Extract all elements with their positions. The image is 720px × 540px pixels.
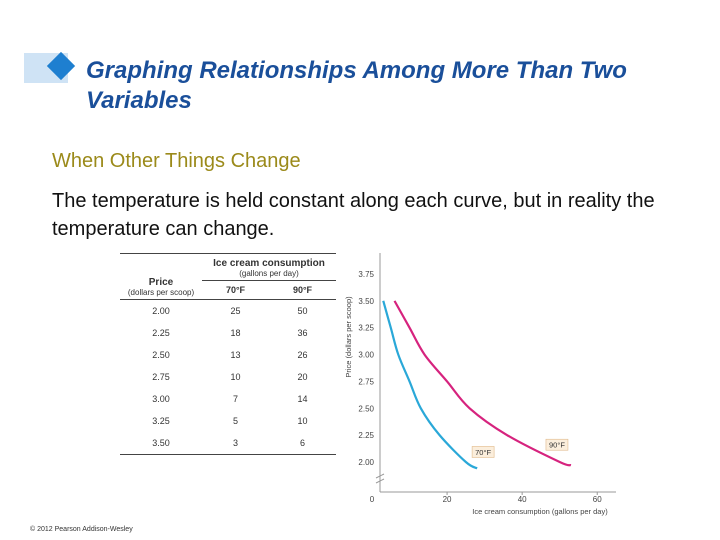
y-tick-label: 3.50: [358, 297, 374, 306]
c70-cell: 3: [202, 432, 269, 455]
c90-cell: 36: [297, 328, 308, 338]
y-tick-label: 3.00: [358, 351, 374, 360]
price-cell: 3.00: [152, 394, 170, 404]
series-line-70f: [382, 300, 478, 470]
price-cell: 2.00: [152, 306, 170, 316]
table-row: 2.00 25 50: [120, 300, 336, 323]
y-tick-label: 3.75: [358, 270, 374, 279]
x-tick-label: 0: [370, 495, 375, 504]
c70-cell: 25: [230, 306, 241, 316]
ice-cream-demand-chart: Price (dollars per scoop) Ice cream cons…: [344, 253, 616, 516]
c70-cell: 13: [230, 350, 241, 360]
price-cell: 3.25: [152, 416, 170, 426]
x-tick-label: 40: [518, 495, 527, 504]
slide-subtitle: When Other Things Change: [52, 150, 301, 172]
x-axis-label: Ice cream consumption (gallons per day): [472, 507, 608, 516]
y-tick-label: 2.00: [358, 458, 374, 467]
price-cell: 2.25: [152, 328, 170, 338]
x-tick-label: 60: [593, 495, 602, 504]
price-cell: 2.50: [152, 350, 170, 360]
series-line-90f: [393, 300, 572, 467]
data-table: Price (dollars per scoop) Ice cream cons…: [120, 253, 336, 455]
price-unit: (dollars per scoop): [127, 288, 195, 297]
y-tick-label: 2.50: [358, 404, 374, 413]
consumption-header: Ice cream consumption: [213, 258, 325, 269]
col-90-header: 90°F: [292, 285, 313, 295]
c70-cell: 7: [232, 394, 238, 404]
y-tick-label: 3.25: [358, 324, 374, 333]
c90-cell: 26: [297, 350, 308, 360]
c70-cell: 5: [232, 416, 238, 426]
table-row: 3.50 3 6: [120, 432, 336, 455]
y-tick-label: 2.25: [358, 431, 374, 440]
consumption-header-cell: Ice cream consumption (gallons per day): [202, 253, 336, 281]
price-header-cell: Price (dollars per scoop): [120, 254, 202, 300]
table-row: 3.00 7 14: [120, 388, 336, 410]
slide-body: The temperature is held constant along e…: [52, 190, 655, 240]
price-cell: 2.75: [152, 372, 170, 382]
series-label: 90°F: [549, 441, 565, 450]
c90-cell: 14: [297, 394, 308, 404]
table-row: 2.25 18 36: [120, 322, 336, 344]
c70-cell: 10: [230, 372, 241, 382]
c90-cell: 10: [297, 416, 308, 426]
axis-break-mark: [375, 473, 385, 484]
y-tick-labels: 2.00 2.25 2.50 2.75 3.00 3.25 3.50 3.75: [358, 270, 374, 467]
series-label-box: [471, 446, 495, 458]
c90-cell: 6: [268, 432, 336, 455]
series-label-box: [545, 438, 569, 451]
x-tick-labels: 0 20 40 60: [370, 492, 602, 504]
c90-cell: 50: [297, 306, 308, 316]
table-row: 3.25 5 10: [120, 410, 336, 432]
col-70-header: 70°F: [225, 285, 246, 295]
price-header: Price: [148, 277, 174, 288]
table-row: 2.50 13 26: [120, 344, 336, 366]
c70-cell: 18: [230, 328, 241, 338]
c90-cell: 20: [297, 372, 308, 382]
y-axis-label: Price (dollars per scoop): [344, 296, 353, 378]
x-tick-label: 20: [443, 495, 452, 504]
consumption-unit: (gallons per day): [239, 269, 299, 278]
series-label: 70°F: [475, 448, 491, 457]
slide-title: Graphing Relationships Among More Than T…: [86, 57, 627, 114]
y-tick-label: 2.75: [358, 377, 374, 386]
series-layer: 70°F 90°F: [382, 300, 572, 470]
table-row: 2.75 10 20: [120, 366, 336, 388]
copyright-footer: © 2012 Pearson Addison-Wesley: [30, 526, 133, 533]
price-cell: 3.50: [120, 432, 202, 455]
